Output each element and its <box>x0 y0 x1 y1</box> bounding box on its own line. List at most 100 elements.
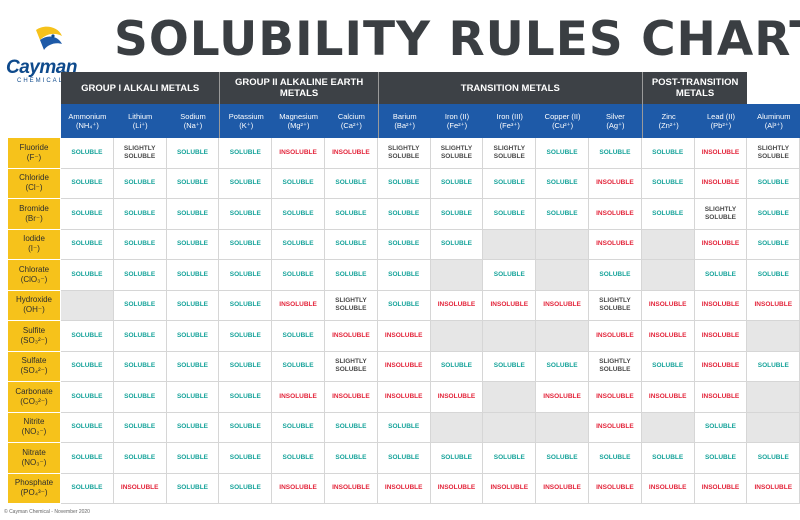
solubility-cell: SLIGHTLY SOLUBLE <box>325 351 378 382</box>
solubility-cell <box>641 229 695 260</box>
anion-ion: (SO₃²⁻) <box>20 335 48 345</box>
solubility-cell <box>747 382 800 413</box>
solubility-cell: SOLUBLE <box>747 260 800 291</box>
solubility-cell <box>747 412 800 443</box>
solubility-cell: SOLUBLE <box>377 290 431 321</box>
solubility-cell: SOLUBLE <box>641 199 695 230</box>
solubility-cell: SOLUBLE <box>747 168 800 199</box>
cation-name: Copper (II) <box>544 112 581 121</box>
solubility-cell: SOLUBLE <box>589 138 642 169</box>
solubility-cell: SOLUBLE <box>219 260 273 291</box>
solubility-cell: SOLUBLE <box>113 412 167 443</box>
solubility-cell: SOLUBLE <box>113 229 167 260</box>
solubility-cell: SOLUBLE <box>747 351 800 382</box>
anion-header: Iodide (I⁻) <box>8 229 60 259</box>
solubility-cell: SOLUBLE <box>61 229 114 260</box>
solubility-cell: INSOLUBLE <box>641 290 695 321</box>
solubility-cell <box>536 321 589 352</box>
solubility-cell: SOLUBLE <box>219 473 273 504</box>
cation-name: Barium <box>392 112 417 121</box>
solubility-cell: SOLUBLE <box>589 443 642 474</box>
solubility-cell: SOLUBLE <box>272 412 325 443</box>
solubility-cell: SOLUBLE <box>219 412 273 443</box>
anion-ion: (F⁻) <box>26 152 42 162</box>
solubility-cell: INSOLUBLE <box>589 168 642 199</box>
cation-ion: (Na⁺) <box>183 121 203 130</box>
anion-name: Phosphate <box>14 478 54 488</box>
solubility-cell: SOLUBLE <box>641 443 695 474</box>
solubility-cell: SOLUBLE <box>113 199 167 230</box>
solubility-cell: SOLUBLE <box>747 443 800 474</box>
solubility-cell: SOLUBLE <box>166 290 220 321</box>
anion-header: Nitrate (NO₃⁻) <box>8 443 60 473</box>
solubility-cell: SOLUBLE <box>325 199 378 230</box>
solubility-cell: SOLUBLE <box>219 168 273 199</box>
solubility-cell: INSOLUBLE <box>694 229 748 260</box>
solubility-cell <box>430 260 484 291</box>
cation-header: Iron (III) (Fe³⁺) <box>483 104 537 138</box>
solubility-cell: SLIGHTLY SOLUBLE <box>325 290 378 321</box>
cation-header: Aluminum (Al³⁺) <box>747 104 800 138</box>
solubility-cell <box>483 229 537 260</box>
solubility-cell: INSOLUBLE <box>747 473 800 504</box>
solubility-cell: SOLUBLE <box>166 473 220 504</box>
cation-ion: (Mg²⁺) <box>287 121 310 130</box>
anion-header: Chloride (Cl⁻) <box>8 168 60 198</box>
solubility-cell: INSOLUBLE <box>325 321 378 352</box>
solubility-cell: SOLUBLE <box>219 290 273 321</box>
solubility-cell: SOLUBLE <box>483 351 537 382</box>
solubility-cell: SOLUBLE <box>219 138 273 169</box>
solubility-cell: INSOLUBLE <box>377 473 431 504</box>
solubility-cell: SOLUBLE <box>219 199 273 230</box>
solubility-cell: SOLUBLE <box>166 443 220 474</box>
solubility-cell: INSOLUBLE <box>694 138 748 169</box>
anion-header: Sulfate (SO₄²⁻) <box>8 351 60 381</box>
cation-ion: (Ca²⁺) <box>340 121 362 130</box>
solubility-cell: SOLUBLE <box>430 443 484 474</box>
solubility-cell: SOLUBLE <box>325 412 378 443</box>
solubility-cell: SOLUBLE <box>430 168 484 199</box>
cation-name: Aluminum <box>757 112 791 121</box>
solubility-cell: INSOLUBLE <box>272 138 325 169</box>
solubility-cell: INSOLUBLE <box>325 382 378 413</box>
solubility-cell <box>747 321 800 352</box>
solubility-cell: SOLUBLE <box>536 443 589 474</box>
solubility-cell: SOLUBLE <box>325 443 378 474</box>
anion-header: Chlorate (ClO₃⁻) <box>8 260 60 290</box>
solubility-cell: SOLUBLE <box>694 412 748 443</box>
solubility-cell: SOLUBLE <box>166 382 220 413</box>
cation-name: Magnesium <box>279 112 318 121</box>
anion-ion: (PO₄³⁻) <box>20 488 48 498</box>
solubility-cell <box>536 229 589 260</box>
solubility-cell: INSOLUBLE <box>325 138 378 169</box>
solubility-cell: INSOLUBLE <box>483 290 537 321</box>
solubility-cell: SOLUBLE <box>61 473 114 504</box>
solubility-cell: SOLUBLE <box>272 443 325 474</box>
solubility-cell: SOLUBLE <box>166 168 220 199</box>
anion-name: Sulfate <box>21 356 47 366</box>
solubility-cell: INSOLUBLE <box>325 473 378 504</box>
solubility-cell: SOLUBLE <box>61 260 114 291</box>
anion-name: Nitrite <box>23 417 45 427</box>
anion-name: Iodide <box>23 234 45 244</box>
cation-ion: (Cu²⁺) <box>552 121 574 130</box>
anion-ion: (CO₃²⁻) <box>20 396 48 406</box>
cation-header: Ammonium (NH₄⁺) <box>61 104 114 138</box>
solubility-cell: SOLUBLE <box>747 199 800 230</box>
solubility-cell: SOLUBLE <box>589 260 642 291</box>
solubility-cell: SOLUBLE <box>219 321 273 352</box>
solubility-cell: INSOLUBLE <box>483 473 537 504</box>
anion-header: Bromide (Br⁻) <box>8 199 60 229</box>
solubility-cell <box>430 321 484 352</box>
solubility-cell: SOLUBLE <box>113 443 167 474</box>
solubility-cell: SOLUBLE <box>272 321 325 352</box>
solubility-cell <box>641 260 695 291</box>
cation-header: Iron (II) (Fe²⁺) <box>430 104 484 138</box>
solubility-cell <box>483 382 537 413</box>
group-header: TRANSITION METALS <box>377 72 642 104</box>
anion-ion: (Cl⁻) <box>25 183 43 193</box>
solubility-cell: SOLUBLE <box>694 443 748 474</box>
solubility-cell: SOLUBLE <box>377 412 431 443</box>
anion-name: Carbonate <box>15 386 53 396</box>
solubility-cell <box>61 290 114 321</box>
